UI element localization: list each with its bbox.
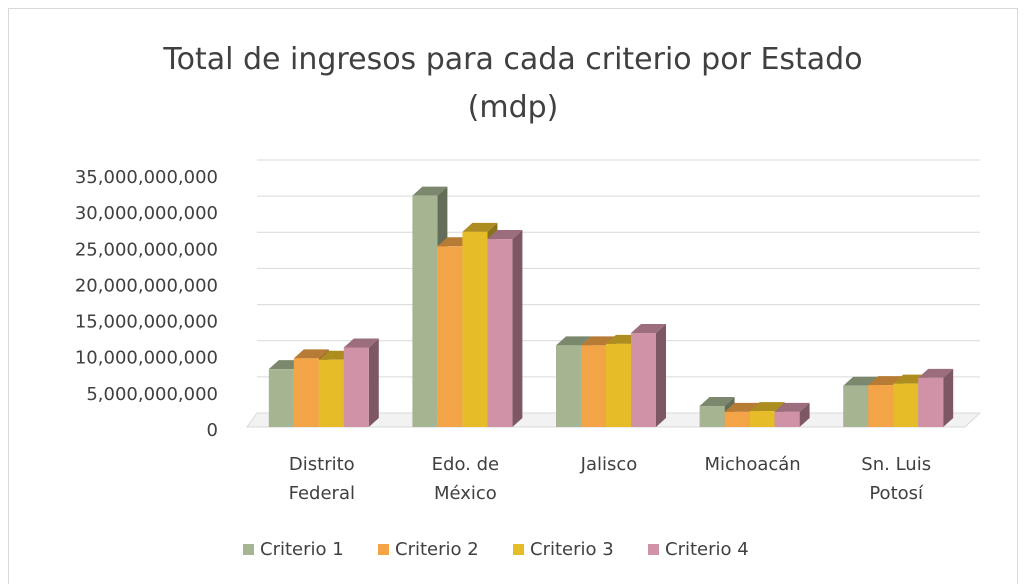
bar xyxy=(843,385,869,427)
bar xyxy=(412,195,438,427)
x-tick-label: Sn. Luis xyxy=(861,454,931,475)
x-tick-label: Potosí xyxy=(869,483,924,504)
bar xyxy=(268,369,294,427)
y-tick-label: 20,000,000,000 xyxy=(75,275,218,296)
bar xyxy=(293,358,319,427)
x-tick-label: Distrito xyxy=(289,454,355,475)
x-tick-label: Edo. de xyxy=(432,454,499,475)
bar xyxy=(343,347,369,427)
bar-top xyxy=(699,397,735,407)
bar-side xyxy=(512,230,523,427)
x-tick-label: México xyxy=(434,483,497,504)
bar xyxy=(699,406,725,427)
bar-top xyxy=(774,402,810,412)
legend-label: Criterio 3 xyxy=(530,539,614,560)
bar-top xyxy=(724,402,760,412)
bar-top xyxy=(918,368,954,378)
y-tick-label: 25,000,000,000 xyxy=(75,239,218,260)
bar-top xyxy=(487,230,523,240)
bar-top xyxy=(462,222,498,232)
bar xyxy=(581,345,606,427)
y-tick-label: 5,000,000,000 xyxy=(86,384,218,405)
legend-swatch xyxy=(243,544,254,555)
bar-top xyxy=(293,349,329,359)
bar xyxy=(437,246,463,427)
bar-top xyxy=(631,324,666,334)
bar xyxy=(487,239,513,427)
y-tick-label: 35,000,000,000 xyxy=(75,167,218,188)
bar-top xyxy=(343,338,379,348)
bar xyxy=(462,231,488,427)
bar xyxy=(556,345,581,427)
bar-top xyxy=(749,402,785,412)
bar xyxy=(631,333,656,427)
bar-top xyxy=(412,186,448,196)
bar xyxy=(318,359,344,427)
legend-label: Criterio 2 xyxy=(395,539,479,560)
bar xyxy=(606,343,631,427)
x-tick-label: Federal xyxy=(289,483,355,504)
bar-top xyxy=(843,376,879,386)
legend-label: Criterio 4 xyxy=(665,539,749,560)
bar xyxy=(868,385,894,427)
bar xyxy=(749,411,775,427)
chart-frame xyxy=(8,8,1018,584)
bar xyxy=(918,377,944,427)
y-tick-label: 15,000,000,000 xyxy=(75,312,218,333)
bar-side xyxy=(799,402,810,427)
bar-side xyxy=(943,368,954,427)
bar xyxy=(893,383,919,427)
x-tick-label: Michoacán xyxy=(704,454,800,475)
legend-swatch xyxy=(378,544,389,555)
bar-side xyxy=(656,324,666,427)
legend-swatch xyxy=(513,544,524,555)
y-tick-label: 30,000,000,000 xyxy=(75,203,218,224)
x-tick-label: Jalisco xyxy=(580,454,638,475)
chart-title: Total de ingresos para cada criterio por… xyxy=(163,42,863,125)
legend-label: Criterio 1 xyxy=(260,539,344,560)
bar xyxy=(724,411,750,427)
y-tick-label: 0 xyxy=(207,420,218,441)
bar xyxy=(774,411,800,427)
legend-swatch xyxy=(648,544,659,555)
y-tick-label: 10,000,000,000 xyxy=(75,348,218,369)
bar-side xyxy=(368,338,379,427)
bar-top xyxy=(556,336,591,346)
